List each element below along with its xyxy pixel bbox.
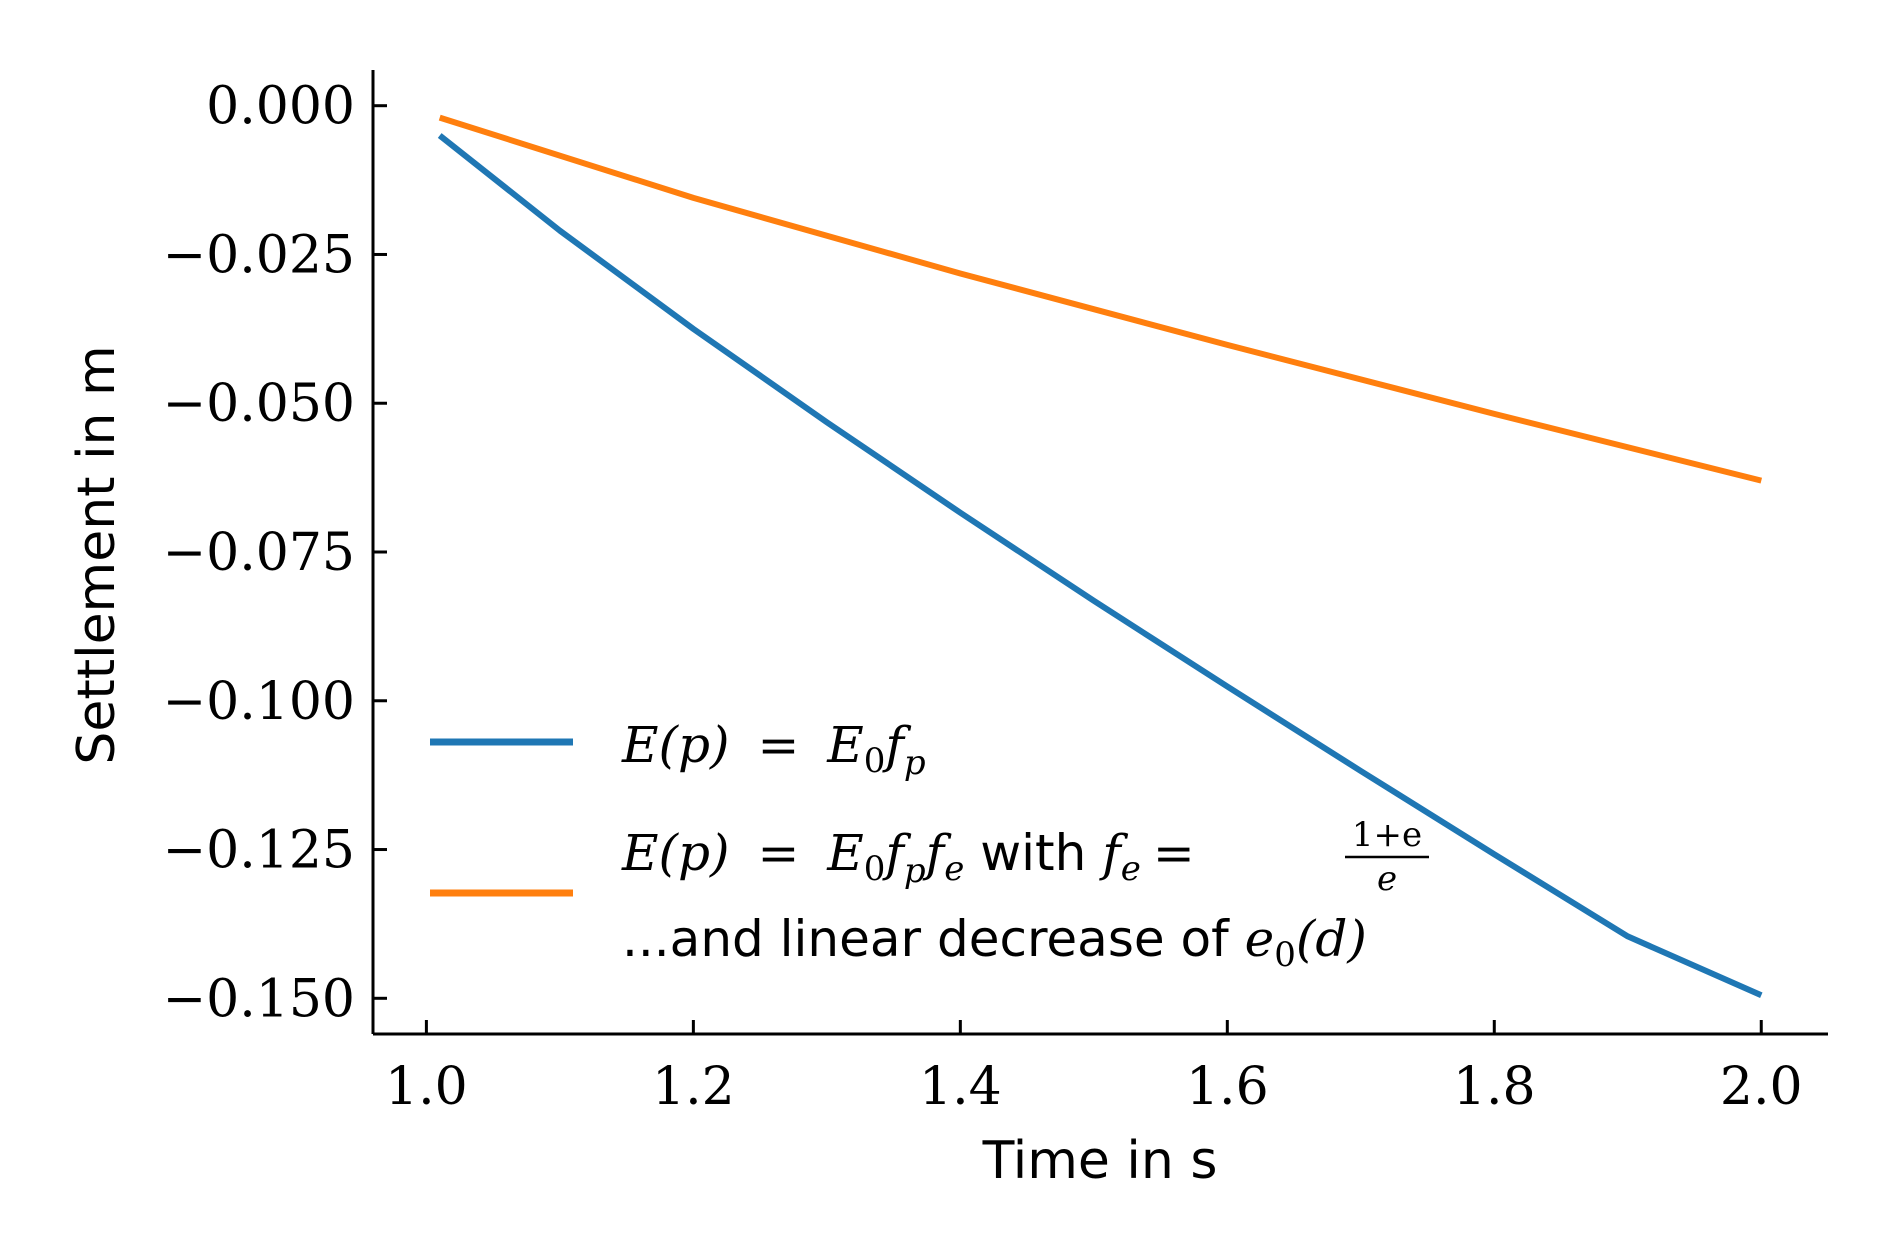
series-layer [437, 114, 1763, 999]
legend-label-1: E(p) = E0fp [621, 716, 926, 783]
y-tick-label: 0.000 [206, 77, 355, 137]
x-ticks: 1.0 1.2 1.4 1.6 1.8 2.0 [385, 1020, 1803, 1117]
y-tick-label: −0.050 [163, 374, 355, 434]
legend-label-2-line2: ...and linear decrease of e0(d) [622, 910, 1367, 975]
series-line-2 [438, 114, 1763, 484]
legend: E(p) = E0fp E(p) = E0fpfe with fe = 1+e e… [430, 716, 1429, 975]
y-ticks: 0.000 −0.025 −0.050 −0.075 −0.100 −0.125 −0.15… [163, 77, 387, 1029]
y-tick-label: −0.025 [163, 225, 355, 285]
x-axis-title: Time in s [982, 1131, 1218, 1191]
legend-fraction-denominator: e [1377, 859, 1397, 899]
x-tick-label: 1.8 [1453, 1057, 1536, 1117]
series-line-1 [437, 133, 1763, 999]
y-tick-label: −0.075 [163, 523, 355, 583]
legend-label-2-line1: E(p) = E0fpfe with fe = [621, 824, 1195, 891]
y-tick-label: −0.125 [163, 821, 355, 881]
x-tick-label: 1.6 [1186, 1057, 1269, 1117]
x-tick-label: 1.0 [385, 1057, 468, 1117]
x-tick-label: 1.2 [652, 1057, 735, 1117]
y-axis-title: Settlement in m [67, 345, 127, 764]
x-tick-label: 1.4 [919, 1057, 1002, 1117]
y-tick-label: −0.100 [163, 672, 355, 732]
y-tick-label: −0.150 [163, 969, 355, 1029]
legend-fraction-numerator: 1+e [1352, 815, 1422, 855]
x-tick-label: 2.0 [1720, 1057, 1803, 1117]
